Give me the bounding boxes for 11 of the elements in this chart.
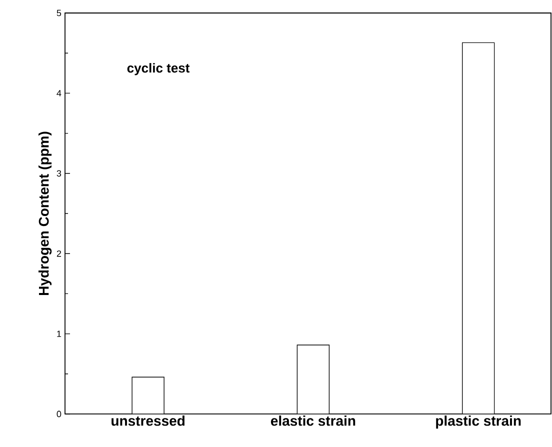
y-axis-title: Hydrogen Content (ppm) <box>38 132 52 295</box>
y-tick-label: 0 <box>56 410 62 418</box>
x-tick-label: plastic strain <box>436 416 521 429</box>
y-tick-label: 1 <box>57 330 62 337</box>
x-tick-label: unstressed <box>112 416 184 426</box>
y-tick-label: 3 <box>56 170 62 177</box>
y-tick-label: 5 <box>56 10 62 16</box>
y-tick-label: 4 <box>56 90 62 96</box>
y-tick-label: 2 <box>56 250 62 257</box>
x-tick-label: elastic strain <box>270 416 356 426</box>
annotation: cyclic test <box>127 63 190 76</box>
